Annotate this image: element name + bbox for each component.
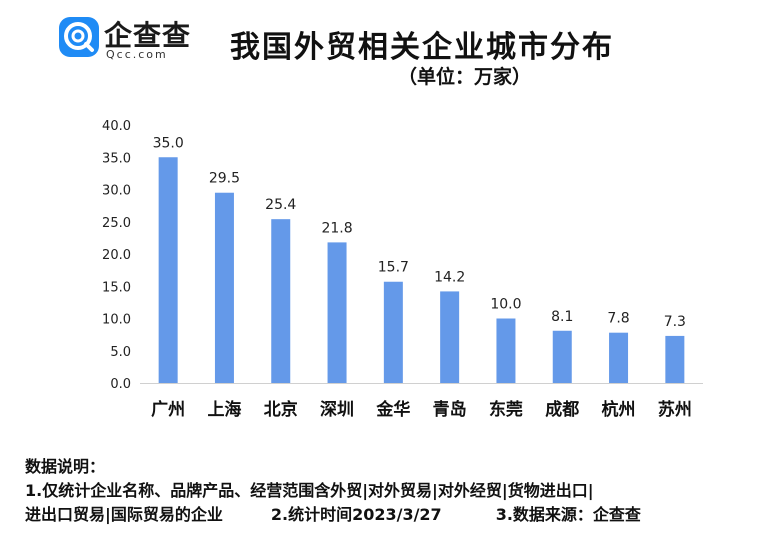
y-tick-label: 35.0 [102, 151, 131, 166]
bar [496, 318, 516, 383]
y-tick-label: 5.0 [110, 345, 131, 360]
y-tick-label: 25.0 [102, 216, 131, 231]
bar [214, 192, 234, 383]
brand-logo [59, 17, 99, 57]
bar-value-label: 15.7 [378, 260, 409, 276]
x-axis: 广州 上海 北京 深圳 金华 青岛 东莞 成都 杭州 苏州 [140, 383, 703, 420]
x-category-label: 杭州 [602, 399, 636, 420]
x-category-label: 北京 [264, 399, 298, 420]
bar-value-label: 29.5 [209, 171, 240, 187]
x-category-label: 东莞 [489, 399, 523, 420]
bar-value-label: 14.2 [434, 269, 465, 285]
bar [271, 219, 291, 383]
bar-value-label: 35.0 [153, 135, 184, 151]
data-notes: 数据说明： 1.仅统计企业名称、品牌产品、经营范围含外贸|对外贸易|对外经贸|货… [25, 455, 750, 527]
bar [609, 332, 629, 383]
x-category-label: 深圳 [320, 399, 354, 420]
x-category-label: 广州 [151, 399, 185, 420]
brand-name: 企查查 [104, 19, 192, 52]
bar-value-label: 7.8 [607, 311, 629, 327]
notes-scope-end: 进出口贸易|国际贸易的企业 [25, 505, 223, 524]
bar-value-label: 25.4 [265, 197, 296, 213]
notes-line-2: 进出口贸易|国际贸易的企业 2.统计时间2023/3/27 3.数据来源：企查查 [25, 503, 750, 527]
bar [440, 291, 460, 383]
notes-heading: 数据说明： [25, 457, 106, 476]
notes-stat-date: 2.统计时间2023/3/27 [270, 505, 442, 524]
x-category-label: 苏州 [658, 399, 692, 420]
bar [552, 330, 572, 383]
bars-group: 35.0 29.5 25.4 21.8 15.7 14.2 10.0 8.1 7.8 7.3 [153, 135, 686, 383]
bar [327, 242, 347, 383]
chart-title: 我国外贸相关企业城市分布 [230, 30, 614, 65]
y-axis: 0.0 5.0 10.0 15.0 20.0 25.0 30.0 35.0 40.0 [102, 119, 131, 392]
bar-value-label: 8.1 [551, 309, 573, 325]
x-category-label: 成都 [545, 399, 579, 420]
notes-source: 3.数据来源：企查查 [495, 505, 641, 524]
brand-domain: Qcc.com [106, 48, 168, 61]
bar-value-label: 10.0 [490, 297, 521, 313]
bar [158, 157, 178, 383]
y-tick-label: 15.0 [102, 280, 131, 295]
bar [665, 335, 685, 383]
bar-value-label: 21.8 [321, 220, 352, 236]
y-tick-label: 0.0 [110, 377, 131, 392]
x-category-label: 金华 [375, 399, 410, 420]
y-tick-label: 30.0 [102, 184, 131, 199]
chart-unit-subtitle: （单位：万家） [398, 66, 532, 88]
notes-line-1: 1.仅统计企业名称、品牌产品、经营范围含外贸|对外贸易|对外经贸|货物进出口| [25, 481, 594, 500]
qcc-logo-icon [59, 17, 99, 57]
y-tick-label: 20.0 [102, 248, 131, 263]
y-tick-label: 40.0 [102, 119, 131, 134]
y-tick-label: 10.0 [102, 313, 131, 328]
x-category-label: 上海 [207, 399, 241, 420]
x-category-label: 青岛 [433, 399, 467, 420]
bar-value-label: 7.3 [664, 314, 686, 330]
bar [383, 281, 403, 383]
